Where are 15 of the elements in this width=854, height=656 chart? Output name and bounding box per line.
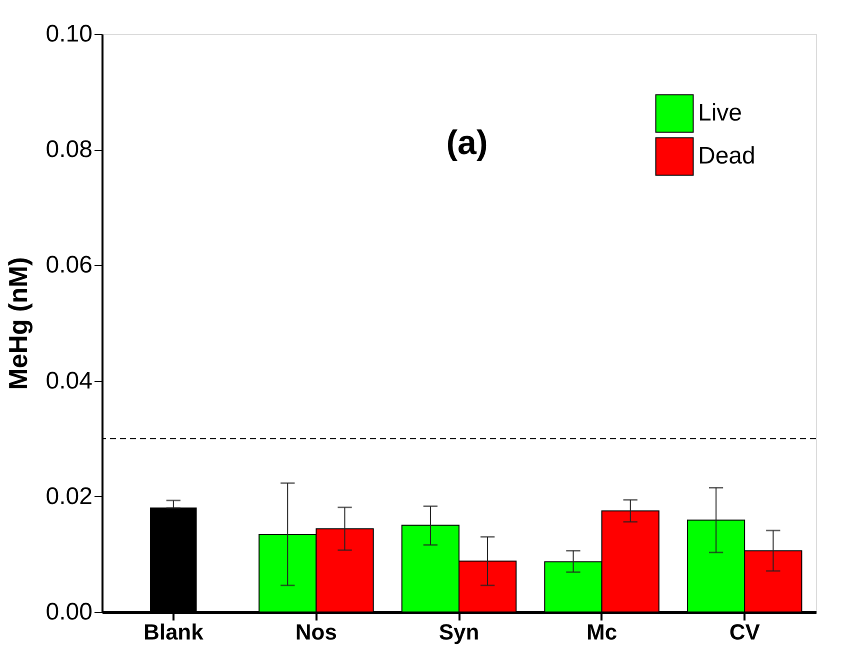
legend-label: Dead <box>698 142 756 170</box>
x-tick-label: Blank <box>143 620 204 644</box>
annotation: (a) <box>446 124 488 162</box>
y-tick-label: 0.08 <box>46 136 92 164</box>
y-tick-label: 0.04 <box>46 367 92 394</box>
x-tick-label: CV <box>729 620 760 644</box>
y-axis-title: MeHg (nM) <box>2 257 33 390</box>
x-tick-label: Mc <box>586 620 618 644</box>
y-tick-label: 0.02 <box>46 482 92 510</box>
y-tick-label: 0.00 <box>46 598 92 626</box>
legend-label: Live <box>698 100 742 126</box>
y-tick-label: 0.10 <box>46 20 92 48</box>
x-tick-label: Nos <box>295 620 337 644</box>
y-tick-label: 0.06 <box>46 252 92 279</box>
x-tick-label: Syn <box>438 620 480 644</box>
